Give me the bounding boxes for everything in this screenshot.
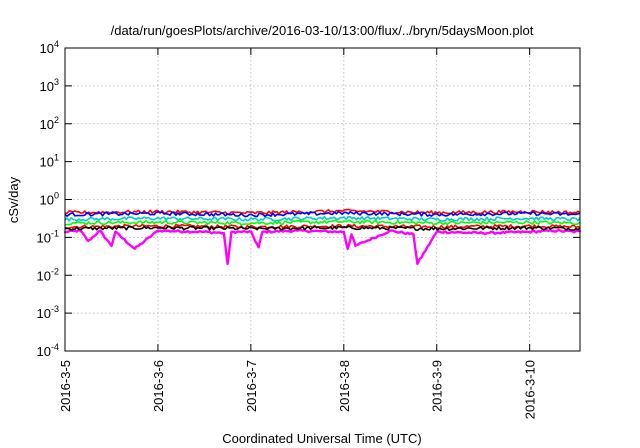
x-axis: 2016-3-5 2016-3-6 2016-3-7 2016-3-8 2016-3-9…: [58, 48, 538, 419]
y-tick-label: 10-2: [37, 266, 59, 283]
x-tick-label: 2016-3-5: [58, 360, 73, 412]
series-line: [64, 215, 581, 222]
x-tick-label: 2016-3-10: [523, 360, 538, 419]
x-tick-label: 2016-3-8: [337, 360, 352, 412]
y-tick-label: 102: [40, 115, 59, 132]
series-line: [64, 208, 581, 216]
grid: [64, 47, 580, 352]
x-tick-label: 2016-3-9: [430, 360, 445, 412]
chart-title: /data/run/goesPlots/archive/2016-03-10/1…: [111, 23, 534, 38]
y-axis-label: cSv/day: [6, 176, 21, 223]
x-tick-label: 2016-3-6: [151, 360, 166, 412]
series-line: [63, 228, 582, 265]
series-line: [64, 225, 581, 231]
y-tick-label: 10-1: [37, 228, 59, 245]
y-tick-label: 103: [40, 77, 59, 94]
y-tick-label: 101: [40, 153, 59, 170]
series-line: [64, 210, 581, 218]
x-tick-label: 2016-3-7: [244, 360, 259, 412]
series-line: [64, 223, 581, 230]
series-line: [64, 219, 581, 226]
y-tick-label: 10-4: [37, 342, 59, 359]
y-tick-label: 104: [40, 39, 59, 56]
series-layer: [63, 208, 582, 265]
y-axis: 10-4 10-3 10-2 10-1 100 101 102 103 104: [37, 39, 580, 359]
x-axis-label: Coordinated Universal Time (UTC): [222, 431, 421, 446]
y-tick-label: 10-3: [37, 304, 59, 321]
y-tick-label: 100: [40, 191, 59, 208]
